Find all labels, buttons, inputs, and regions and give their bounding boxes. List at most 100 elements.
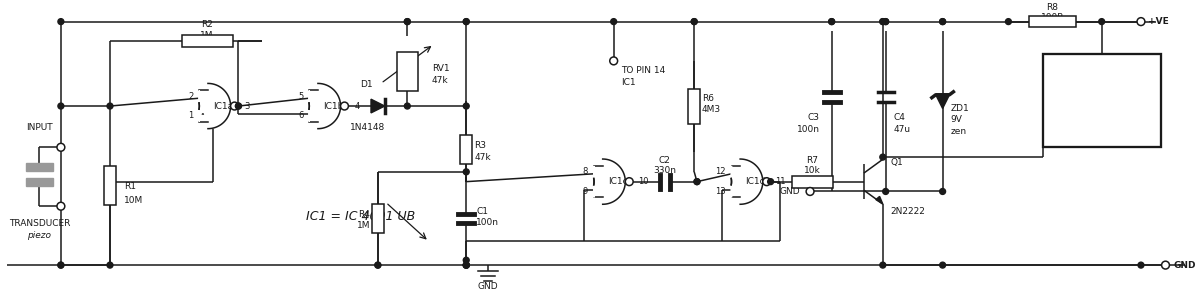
Text: R7: R7 [806, 156, 818, 164]
Text: IC1: IC1 [622, 78, 636, 87]
Circle shape [463, 103, 469, 109]
Text: 1N4148: 1N4148 [350, 123, 385, 132]
Text: 6: 6 [298, 111, 304, 120]
Circle shape [230, 102, 239, 110]
Text: C4: C4 [894, 113, 905, 122]
Text: R4: R4 [358, 210, 370, 219]
Bar [1043, 54, 1160, 147]
Polygon shape [936, 95, 949, 109]
Circle shape [1138, 18, 1145, 26]
Circle shape [880, 154, 886, 160]
Text: C1: C1 [476, 207, 488, 216]
Text: 4M3: 4M3 [702, 105, 721, 114]
Circle shape [463, 169, 469, 175]
Bar [181, 35, 233, 47]
Text: R6: R6 [702, 94, 714, 103]
Circle shape [691, 19, 697, 24]
Circle shape [1162, 261, 1170, 269]
Text: Alarm or Relay: Alarm or Relay [1066, 103, 1138, 113]
Text: R1: R1 [124, 182, 136, 191]
Circle shape [691, 19, 697, 24]
Text: 9: 9 [583, 187, 588, 196]
Circle shape [880, 262, 886, 268]
Polygon shape [732, 159, 763, 204]
Circle shape [625, 178, 634, 186]
Circle shape [107, 103, 113, 109]
Text: GND: GND [780, 187, 800, 196]
Text: 4: 4 [354, 102, 360, 111]
Circle shape [694, 179, 700, 184]
Circle shape [940, 262, 946, 268]
Bar [689, 89, 700, 124]
Text: 10k: 10k [804, 166, 821, 175]
Bar [396, 52, 418, 91]
Polygon shape [310, 84, 341, 129]
Text: C2: C2 [659, 156, 671, 164]
Text: GND: GND [1174, 261, 1196, 269]
Circle shape [463, 262, 469, 268]
Circle shape [611, 19, 617, 24]
Circle shape [58, 262, 64, 268]
Text: R3: R3 [474, 141, 486, 150]
Circle shape [883, 19, 889, 24]
Text: RV1: RV1 [432, 64, 450, 73]
Text: 10M: 10M [124, 196, 143, 205]
Text: 11: 11 [775, 177, 786, 186]
Text: TO PIN 14: TO PIN 14 [622, 66, 666, 75]
Text: C3: C3 [808, 113, 820, 122]
Circle shape [235, 103, 241, 109]
Circle shape [463, 257, 469, 263]
Text: INPUT: INPUT [26, 123, 53, 132]
Circle shape [463, 19, 469, 24]
Text: 100n: 100n [476, 218, 499, 227]
Circle shape [463, 262, 469, 268]
Circle shape [883, 19, 889, 24]
Circle shape [940, 19, 946, 24]
Text: zen: zen [950, 127, 966, 136]
Circle shape [235, 103, 241, 109]
Bar [372, 204, 384, 233]
Polygon shape [876, 196, 883, 204]
Circle shape [768, 179, 774, 184]
Bar [25, 178, 53, 186]
Text: 47k: 47k [474, 152, 491, 162]
Circle shape [463, 19, 469, 24]
Bar [1030, 16, 1076, 27]
Circle shape [610, 57, 618, 65]
Bar [25, 163, 53, 171]
Circle shape [374, 262, 380, 268]
Circle shape [1006, 19, 1012, 24]
Circle shape [58, 262, 64, 268]
Circle shape [694, 179, 700, 184]
Circle shape [940, 19, 946, 24]
Circle shape [56, 202, 65, 210]
Text: IC1d: IC1d [745, 177, 766, 186]
Text: +VE: +VE [1148, 17, 1169, 26]
Text: 47k: 47k [432, 76, 449, 85]
Circle shape [374, 262, 380, 268]
Circle shape [404, 19, 410, 24]
Text: 100n: 100n [797, 125, 820, 134]
Text: 1M: 1M [356, 221, 370, 230]
Polygon shape [199, 84, 230, 129]
Circle shape [940, 189, 946, 194]
Text: TRANSDUCER: TRANSDUCER [8, 219, 70, 228]
Circle shape [880, 19, 886, 24]
Text: ZD1: ZD1 [950, 104, 970, 113]
Text: R2: R2 [202, 20, 214, 29]
Circle shape [58, 19, 64, 24]
Circle shape [404, 19, 410, 24]
Text: Q1: Q1 [890, 157, 904, 166]
Circle shape [56, 143, 65, 151]
Text: 10: 10 [638, 177, 648, 186]
Text: IC1 = IC 4001 UB: IC1 = IC 4001 UB [306, 210, 415, 223]
Bar [461, 135, 472, 164]
Text: piezo: piezo [28, 231, 52, 240]
Circle shape [463, 262, 469, 268]
Text: 5: 5 [298, 92, 304, 101]
Circle shape [341, 102, 348, 110]
Circle shape [806, 187, 814, 195]
Circle shape [463, 262, 469, 268]
Circle shape [880, 19, 886, 24]
Text: 100R: 100R [1040, 13, 1064, 22]
